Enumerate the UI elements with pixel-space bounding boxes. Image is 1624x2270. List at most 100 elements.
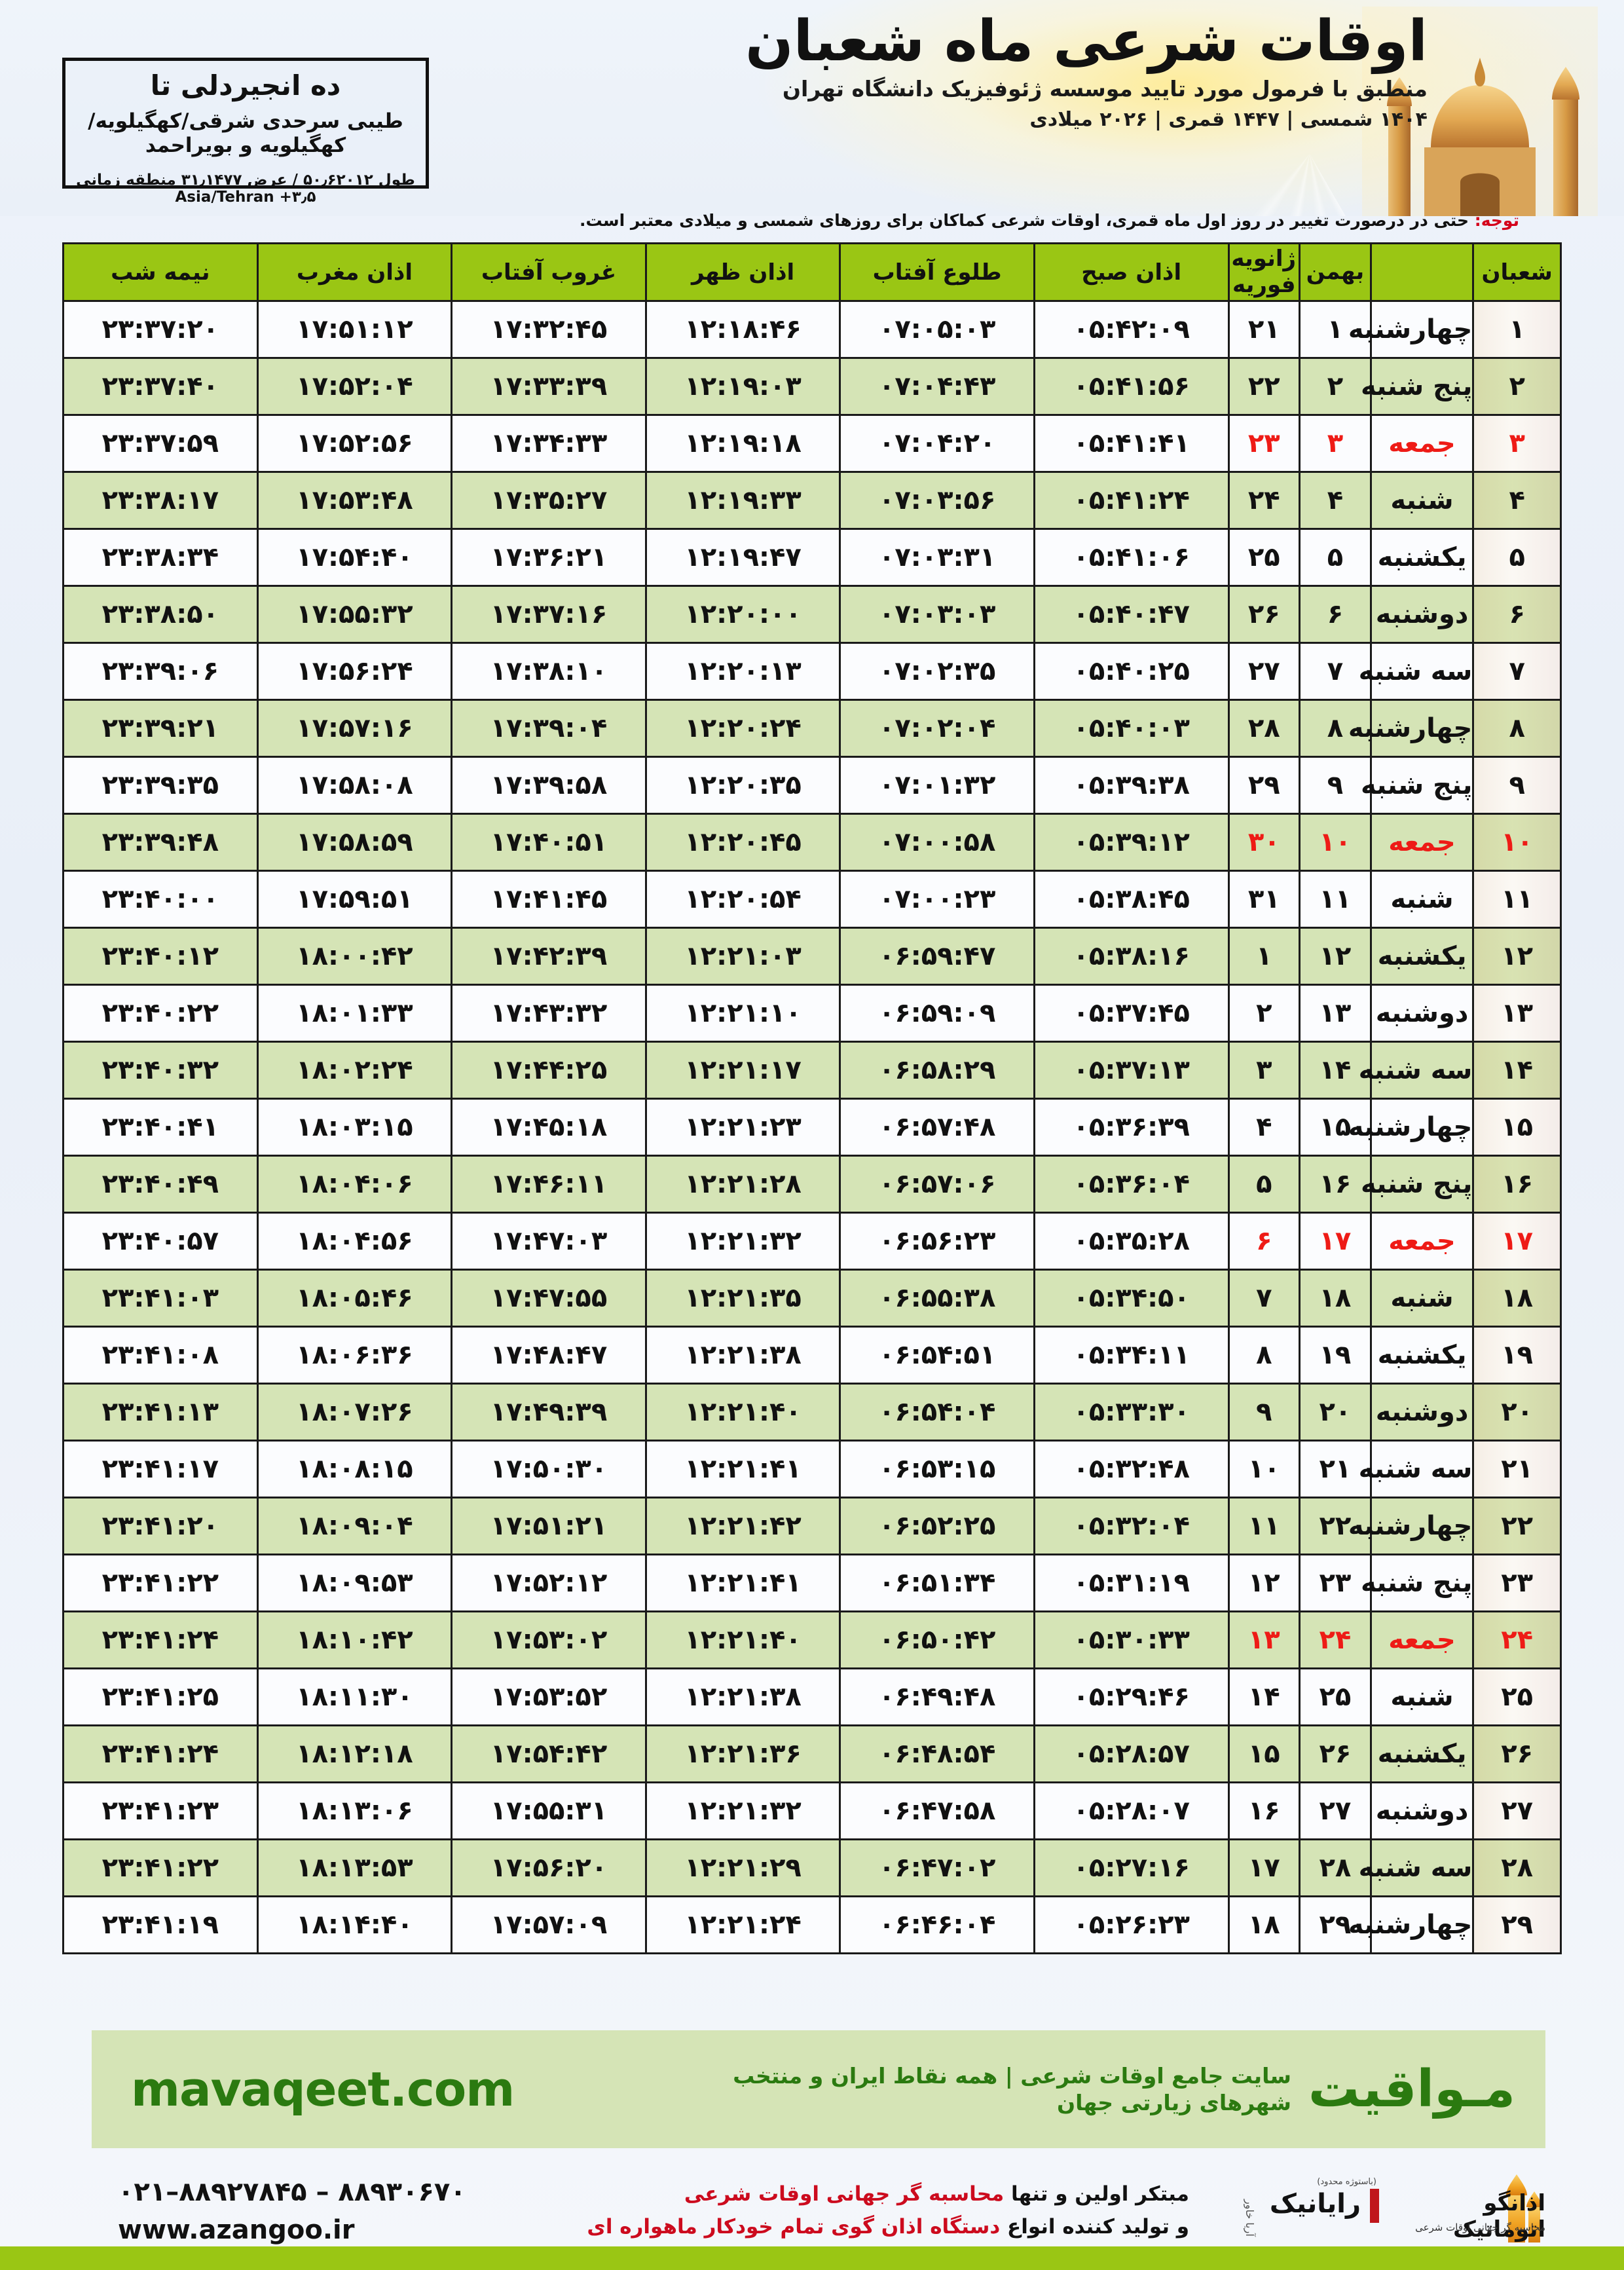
gregorian-day: ۳۱ (1227, 870, 1301, 929)
sunrise-time: ۰۶:۵۹:۴۷ (839, 927, 1035, 986)
day-number-value: ۸ (1509, 713, 1525, 743)
table-row: ۲۸ سه شنبه ۲۸ ۱۷ ۰۵:۲۷:۱۶ ۰۶:۴۷:۰۲ ۱۲:۲۱:۲۹ ۱۷:… (62, 1838, 1562, 1897)
note-label: توجه: (1474, 211, 1519, 230)
gregorian-day: ۲۸ (1227, 699, 1301, 758)
rayaneek-bar-icon (1370, 2189, 1379, 2223)
table-row: ۱۸ شنبه ۱۸ ۷ ۰۵:۳۴:۵۰ ۰۶:۵۵:۳۸ ۱۲:۲۱:۳۵ ۱۷:۴۷:۵… (62, 1269, 1562, 1328)
bahman-day: ۱۸ (1299, 1269, 1372, 1328)
rayaneek-logo-fa: رایانیک (1269, 2189, 1361, 2219)
midnight-time: ۲۳:۴۱:۰۳ (62, 1269, 259, 1328)
column-header-dhuhr: اذان ظهر (644, 242, 841, 302)
maghrib-time: ۱۸:۱۰:۴۲ (256, 1610, 453, 1669)
contact-website[interactable]: www.azangoo.ir (118, 2215, 355, 2245)
midnight-time: ۲۳:۴۱:۱۷ (62, 1440, 259, 1498)
day-number-value: ۲ (1509, 371, 1525, 401)
bahman-day: ۸ (1299, 699, 1372, 758)
dhuhr-time: ۱۲:۲۱:۳۵ (644, 1269, 841, 1328)
row-ornament (1474, 1669, 1560, 1724)
day-number-value: ۵ (1509, 542, 1525, 572)
day-number-shaban: ۱۱ (1472, 870, 1562, 929)
fajr-time: ۰۵:۴۱:۲۴ (1033, 471, 1230, 530)
day-number-shaban: ۱۵ (1472, 1098, 1562, 1157)
day-number-shaban: ۲۱ (1472, 1440, 1562, 1498)
column-header-gregorian-month: ژانویه فوریه (1227, 242, 1301, 302)
row-ornament (1474, 1783, 1560, 1838)
bahman-day: ۱۳ (1299, 984, 1372, 1043)
rayaneek-logo-sub1: (باستوژه محدود) (1317, 2177, 1376, 2187)
gregorian-day: ۱۲ (1227, 1554, 1301, 1612)
title-block: اوقات شرعی ماه شعبان منطبق با فرمول مورد… (642, 12, 1428, 132)
dhuhr-time: ۱۲:۲۱:۲۳ (644, 1098, 841, 1157)
column-header-midnight: نیمه شب (62, 242, 259, 302)
fajr-time: ۰۵:۳۴:۵۰ (1033, 1269, 1230, 1328)
midnight-time: ۲۳:۳۷:۴۰ (62, 357, 259, 416)
sunrise-time: ۰۶:۵۶:۲۳ (839, 1212, 1035, 1271)
sunset-time: ۱۷:۵۱:۲۱ (451, 1497, 647, 1555)
sunrise-time: ۰۷:۰۰:۲۳ (839, 870, 1035, 929)
bottom-accent-strip (0, 2246, 1624, 2270)
row-ornament (1474, 1897, 1560, 1952)
maghrib-time: ۱۷:۵۷:۱۶ (256, 699, 453, 758)
gregorian-day: ۲۲ (1227, 357, 1301, 416)
day-number-value: ۲۴ (1501, 1625, 1534, 1655)
table-row: ۲ پنج شنبه ۲ ۲۲ ۰۵:۴۱:۵۶ ۰۷:۰۴:۴۳ ۱۲:۱۹:۰۳ ۱۷:۳… (62, 357, 1562, 416)
weekday-name: شنبه (1369, 1667, 1475, 1726)
dhuhr-time: ۱۲:۱۸:۴۶ (644, 300, 841, 359)
maghrib-time: ۱۸:۰۲:۲۴ (256, 1041, 453, 1100)
midnight-time: ۲۳:۳۹:۴۸ (62, 813, 259, 872)
fajr-time: ۰۵:۳۵:۲۸ (1033, 1212, 1230, 1271)
row-ornament (1474, 1498, 1560, 1554)
brand-website-link[interactable]: mavaqeet.com (131, 2062, 515, 2117)
day-number-value: ۱۱ (1501, 884, 1534, 914)
bahman-day: ۲ (1299, 357, 1372, 416)
table-row: ۲۴ جمعه ۲۴ ۱۳ ۰۵:۳۰:۳۳ ۰۶:۵۰:۴۲ ۱۲:۲۱:۴۰ ۱۷:۵۳:… (62, 1610, 1562, 1669)
sunset-time: ۱۷:۴۹:۳۹ (451, 1383, 647, 1442)
day-number-shaban: ۲۵ (1472, 1667, 1562, 1726)
column-header-fajr: اذان صبح (1033, 242, 1230, 302)
dhuhr-time: ۱۲:۲۰:۰۰ (644, 585, 841, 644)
row-ornament (1474, 473, 1560, 528)
fajr-time: ۰۵:۳۰:۳۳ (1033, 1610, 1230, 1669)
table-row: ۲۵ شنبه ۲۵ ۱۴ ۰۵:۲۹:۴۶ ۰۶:۴۹:۴۸ ۱۲:۲۱:۳۸ ۱۷:۵۳:… (62, 1667, 1562, 1726)
bahman-day: ۱ (1299, 300, 1372, 359)
column-header-maghrib: اذان مغرب (256, 242, 453, 302)
gregorian-day: ۳ (1227, 1041, 1301, 1100)
contact-block: ۰۲۱–۸۸۹۲۷۸۴۵ – ۸۸۹۳۰۶۷۰ www.azangoo.ir (92, 2173, 466, 2249)
day-number-shaban: ۱۶ (1472, 1155, 1562, 1214)
row-ornament (1474, 1555, 1560, 1610)
day-number-shaban: ۱۴ (1472, 1041, 1562, 1100)
weekday-name: جمعه (1369, 813, 1475, 872)
gregorian-day: ۲۶ (1227, 585, 1301, 644)
sunset-time: ۱۷:۵۶:۲۰ (451, 1838, 647, 1897)
gregorian-day: ۶ (1227, 1212, 1301, 1271)
weekday-name: چهارشنبه (1348, 1497, 1475, 1555)
dhuhr-time: ۱۲:۲۱:۳۲ (644, 1212, 841, 1271)
row-ornament (1474, 1442, 1560, 1497)
maghrib-time: ۱۸:۱۴:۴۰ (256, 1895, 453, 1954)
day-number-shaban: ۱۸ (1472, 1269, 1562, 1328)
midnight-time: ۲۳:۴۰:۴۹ (62, 1155, 259, 1214)
table-row: ۱۶ پنج شنبه ۱۶ ۵ ۰۵:۳۶:۰۴ ۰۶:۵۷:۰۶ ۱۲:۲۱:۲۸ ۱۷:… (62, 1155, 1562, 1214)
row-ornament (1474, 1726, 1560, 1781)
row-ornament (1474, 758, 1560, 813)
day-number-shaban: ۱۲ (1472, 927, 1562, 986)
sunset-time: ۱۷:۵۰:۳۰ (451, 1440, 647, 1498)
weekday-name: پنج شنبه (1361, 357, 1475, 416)
dhuhr-time: ۱۲:۲۱:۳۶ (644, 1724, 841, 1783)
gregorian-day: ۱۱ (1227, 1497, 1301, 1555)
midnight-time: ۲۳:۴۱:۱۹ (62, 1895, 259, 1954)
day-number-shaban: ۸ (1472, 699, 1562, 758)
midnight-time: ۲۳:۴۱:۰۸ (62, 1326, 259, 1385)
sunset-time: ۱۷:۵۵:۳۱ (451, 1781, 647, 1840)
fajr-time: ۰۵:۳۲:۴۸ (1033, 1440, 1230, 1498)
table-row: ۲۰ دوشنبه ۲۰ ۹ ۰۵:۳۳:۳۰ ۰۶:۵۴:۰۴ ۱۲:۲۱:۴۰ ۱۷:۴۹… (62, 1383, 1562, 1442)
bahman-day: ۱۲ (1299, 927, 1372, 986)
prayer-times-table: شعبان بهمن ژانویه فوریه اذان صبح طلوع آف… (62, 242, 1562, 1954)
gregorian-day: ۱ (1227, 927, 1301, 986)
row-ornament (1474, 302, 1560, 357)
weekday-name: یکشنبه (1369, 927, 1475, 986)
midnight-time: ۲۳:۴۰:۵۷ (62, 1212, 259, 1271)
day-number-value: ۱۸ (1501, 1283, 1534, 1313)
gregorian-day: ۱۰ (1227, 1440, 1301, 1498)
